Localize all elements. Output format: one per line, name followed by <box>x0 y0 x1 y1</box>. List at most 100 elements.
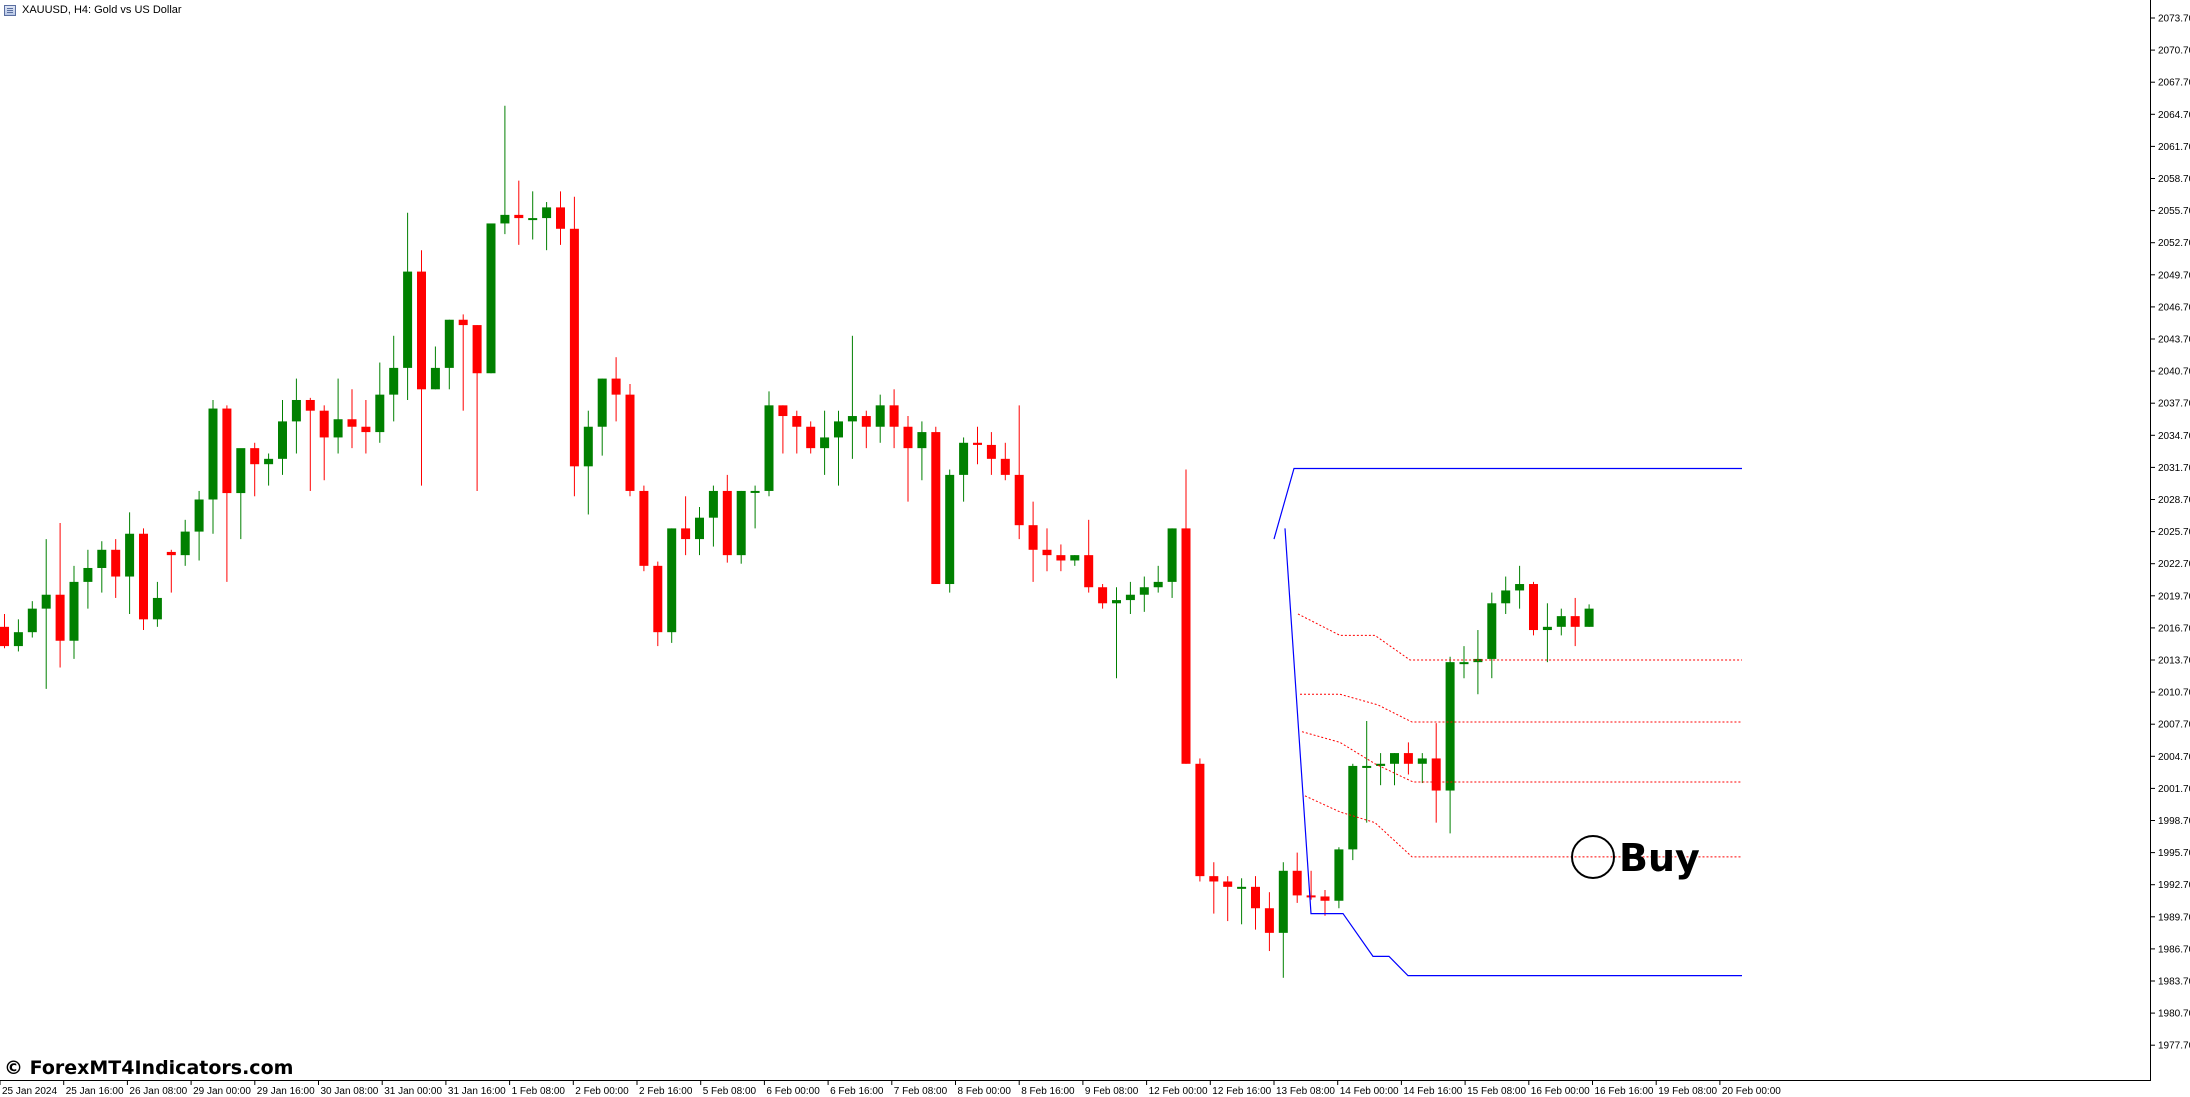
time-tick-label: 12 Feb 00:00 <box>1149 1086 1208 1097</box>
bull-candle <box>1125 594 1135 601</box>
bear-candle <box>250 448 260 465</box>
price-axis[interactable] <box>2150 0 2151 1080</box>
price-tick-label: 1983.70 <box>2158 977 2190 988</box>
bull-candle <box>583 426 593 467</box>
bull-candle <box>291 399 301 422</box>
bear-candle <box>1292 870 1302 896</box>
price-tick-label: 2004.70 <box>2158 752 2190 763</box>
price-tick-label: 2037.70 <box>2158 399 2190 410</box>
bull-candle <box>708 490 718 518</box>
channel-lower-line <box>1284 528 1742 977</box>
bull-candle <box>1459 662 1469 665</box>
time-tick-label: 13 Feb 08:00 <box>1276 1086 1335 1097</box>
chart-menu-icon[interactable] <box>4 4 16 16</box>
bear-candle <box>569 228 579 467</box>
bull-candle <box>97 549 107 568</box>
time-tick-label: 1 Feb 08:00 <box>512 1086 566 1097</box>
bull-candle <box>750 490 760 493</box>
time-axis[interactable] <box>0 1080 2151 1081</box>
bull-candle <box>834 421 843 438</box>
bull-candle <box>375 394 385 433</box>
level-line <box>1301 731 1742 783</box>
price-tick-label: 2034.70 <box>2158 431 2190 442</box>
price-tick-label: 1989.70 <box>2158 912 2190 923</box>
bear-candle <box>1570 616 1580 627</box>
bear-candle <box>611 378 621 395</box>
time-tick-label: 16 Feb 16:00 <box>1595 1086 1654 1097</box>
price-tick-label: 2013.70 <box>2158 656 2190 667</box>
bear-candle <box>1306 895 1316 898</box>
bull-candle <box>389 367 399 395</box>
time-tick-label: 14 Feb 16:00 <box>1403 1086 1462 1097</box>
bull-candle <box>1167 528 1177 582</box>
bull-candle <box>430 367 440 390</box>
bear-candle <box>653 565 663 633</box>
symbol-title: XAUUSD, H4: Gold vs US Dollar <box>22 4 182 16</box>
bull-candle <box>1542 626 1552 631</box>
price-tick-label: 2022.70 <box>2158 559 2190 570</box>
bear-candle <box>806 426 816 449</box>
price-tick-label: 1995.70 <box>2158 848 2190 859</box>
bear-candle <box>986 444 996 459</box>
bear-candle <box>1056 555 1066 561</box>
bull-candle <box>597 378 607 427</box>
price-tick-label: 1992.70 <box>2158 880 2190 891</box>
bear-candle <box>1251 886 1260 909</box>
bull-candle <box>13 632 23 647</box>
time-tick-label: 31 Jan 16:00 <box>448 1086 506 1097</box>
price-tick-label: 2043.70 <box>2158 335 2190 346</box>
level-line <box>1300 693 1742 723</box>
price-tick-label: 2061.70 <box>2158 142 2190 153</box>
bull-candle <box>27 608 37 633</box>
bull-candle <box>236 448 246 494</box>
bull-candle <box>542 207 552 219</box>
bear-candle <box>458 319 468 326</box>
bear-candle <box>778 405 788 417</box>
price-tick-label: 1986.70 <box>2158 944 2190 955</box>
bull-candle <box>1390 753 1399 764</box>
price-tick-label: 2064.70 <box>2158 110 2190 121</box>
time-tick-label: 31 Jan 00:00 <box>384 1086 442 1097</box>
bull-candle <box>736 490 746 556</box>
bull-candle <box>1445 662 1455 791</box>
price-tick-label: 2040.70 <box>2158 367 2190 378</box>
bull-candle <box>667 528 677 633</box>
bull-candle <box>1348 765 1358 850</box>
bear-candle <box>1320 896 1330 901</box>
bear-candle <box>1209 876 1219 882</box>
chart-title-bar: XAUUSD, H4: Gold vs US Dollar <box>4 3 182 17</box>
bear-candle <box>0 626 9 647</box>
price-tick-label: 2010.70 <box>2158 688 2190 699</box>
bear-candle <box>472 325 482 374</box>
time-tick-label: 26 Jan 08:00 <box>129 1086 187 1097</box>
bear-candle <box>1000 458 1010 475</box>
time-tick-label: 30 Jan 08:00 <box>321 1086 379 1097</box>
bull-candle <box>83 567 93 582</box>
bull-candle <box>945 474 955 585</box>
bull-candle <box>278 421 287 459</box>
bull-candle <box>444 319 454 368</box>
bear-candle <box>361 426 371 433</box>
price-tick-label: 2007.70 <box>2158 720 2190 731</box>
bull-candle <box>69 581 79 641</box>
bear-candle <box>889 405 899 427</box>
bull-candle <box>1417 758 1427 764</box>
bear-candle <box>1042 549 1052 556</box>
bull-candle <box>264 458 274 465</box>
bear-candle <box>1098 587 1108 604</box>
bear-candle <box>222 408 232 494</box>
time-tick-label: 12 Feb 16:00 <box>1212 1086 1271 1097</box>
time-tick-label: 8 Feb 16:00 <box>1021 1086 1075 1097</box>
bear-candle <box>1084 555 1094 588</box>
bear-candle <box>347 419 357 427</box>
time-tick-label: 25 Jan 2024 <box>2 1086 57 1097</box>
bear-candle <box>973 442 982 445</box>
bull-candle <box>1487 603 1497 659</box>
time-tick-label: 6 Feb 16:00 <box>830 1086 884 1097</box>
bear-candle <box>1181 528 1191 764</box>
time-tick-label: 16 Feb 00:00 <box>1531 1086 1590 1097</box>
bull-candle <box>208 408 218 500</box>
bull-candle <box>1376 763 1386 766</box>
